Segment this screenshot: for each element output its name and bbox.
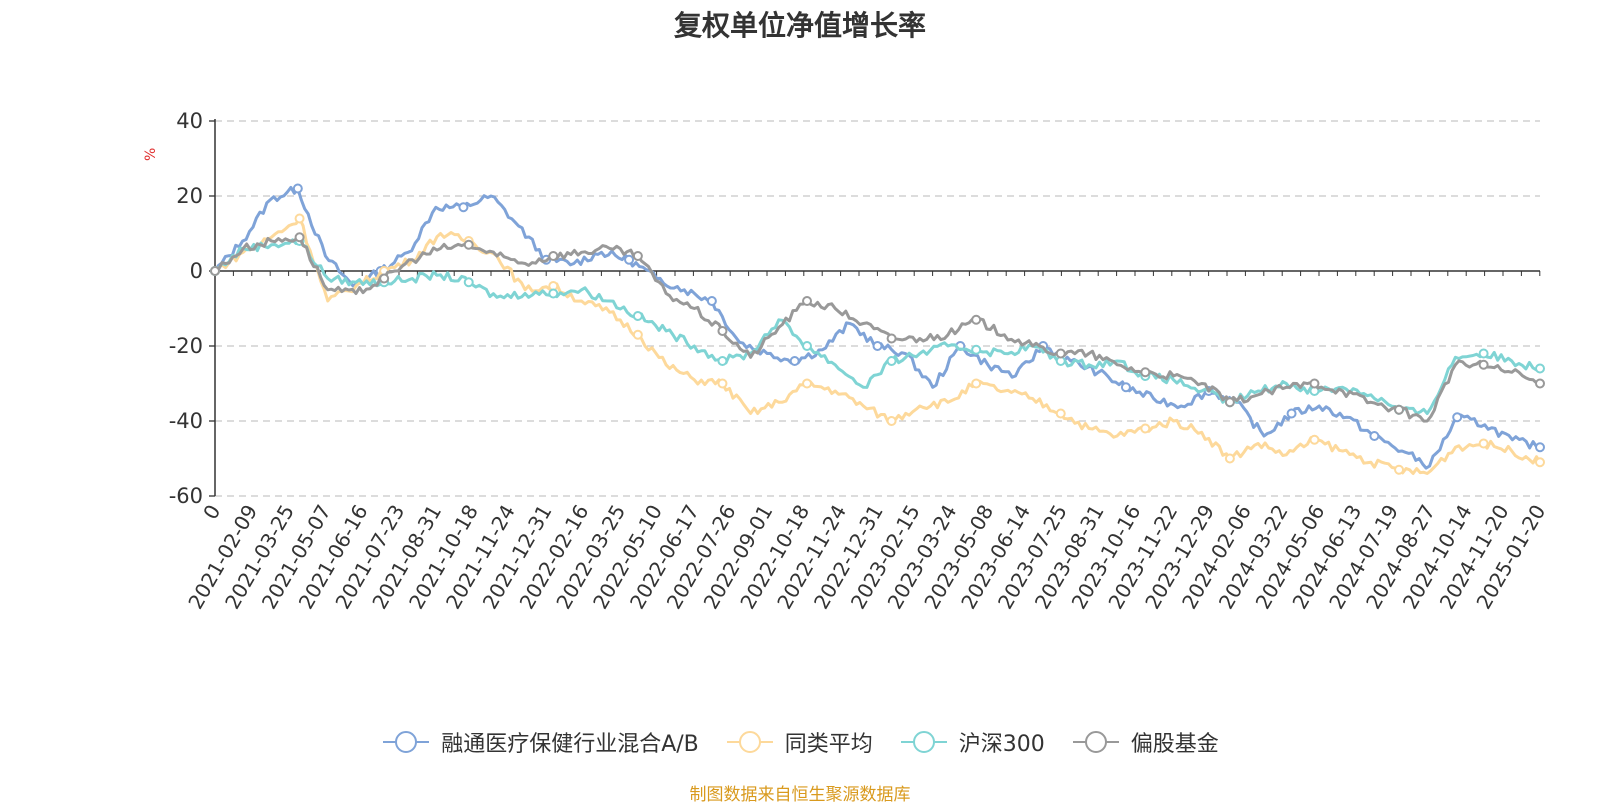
data-point: [294, 232, 305, 243]
data-point: [802, 378, 813, 389]
data-point: [1224, 397, 1235, 408]
source-note: 制图数据来自恒生聚源数据库: [689, 785, 911, 805]
data-point: [872, 341, 883, 351]
legend-label: 偏股基金: [1130, 732, 1219, 757]
data-point: [548, 288, 559, 299]
y-tick-label: -40: [169, 409, 203, 433]
data-point: [717, 326, 728, 336]
data-point: [624, 254, 635, 265]
data-point: [548, 251, 559, 261]
data-point: [886, 356, 897, 366]
series-line: [214, 238, 1541, 415]
data-point: [1286, 408, 1297, 419]
y-axis-unit: %: [143, 148, 159, 161]
data-point: [632, 311, 643, 321]
data-point: [632, 251, 643, 261]
data-point: [1535, 363, 1545, 374]
data-point: [802, 296, 813, 306]
legend-label: 融通医疗保健行业混合A/B: [441, 732, 699, 757]
data-point: [1120, 382, 1131, 393]
legend-swatch-icon: [900, 731, 947, 753]
data-point: [1478, 348, 1489, 359]
series-line: [214, 235, 1541, 423]
y-tick-label: 40: [176, 109, 203, 133]
data-point: [802, 341, 813, 351]
data-point: [458, 202, 469, 213]
data-point: [886, 416, 897, 426]
data-point: [971, 314, 982, 325]
data-point: [1140, 367, 1151, 378]
data-point: [1055, 348, 1066, 359]
legend-swatch-icon: [726, 731, 773, 753]
data-point: [1535, 457, 1545, 468]
y-tick-label: 20: [176, 184, 203, 208]
legend-label: 沪深300: [958, 732, 1045, 757]
data-point: [1224, 453, 1235, 464]
y-tick-label: -60: [169, 484, 203, 508]
data-point: [463, 277, 474, 288]
data-point: [717, 378, 728, 389]
x-tick-label: 0: [198, 501, 225, 524]
data-point: [789, 356, 800, 366]
data-point: [1055, 408, 1066, 419]
y-tick-label: -20: [169, 334, 203, 358]
legend-item[interactable]: 同类平均: [725, 726, 873, 758]
data-point: [1535, 442, 1545, 453]
y-tick-label: 0: [190, 259, 203, 283]
data-point: [886, 333, 897, 344]
legend-item[interactable]: 融通医疗保健行业混合A/B: [381, 726, 699, 758]
data-point: [294, 213, 305, 224]
data-point: [1140, 423, 1151, 434]
data-point: [971, 378, 982, 389]
data-point: [1452, 412, 1463, 423]
data-point: [706, 296, 717, 306]
data-point: [1478, 359, 1489, 370]
data-point: [1309, 378, 1320, 389]
data-point: [1369, 431, 1380, 441]
legend-item[interactable]: 偏股基金: [1071, 726, 1219, 758]
data-point: [1394, 404, 1405, 415]
data-point: [292, 183, 303, 194]
legend: 融通医疗保健行业混合A/B 同类平均 沪深300 偏股基金: [0, 726, 1600, 758]
data-point: [1309, 434, 1320, 445]
data-point: [632, 329, 643, 340]
chart-title: 复权单位净值增长率: [673, 9, 926, 42]
data-point: [717, 356, 728, 366]
data-point: [971, 344, 982, 355]
data-point: [210, 266, 220, 276]
data-point: [463, 239, 474, 250]
data-point: [379, 273, 390, 284]
legend-item[interactable]: 沪深300: [899, 726, 1045, 758]
legend-label: 同类平均: [784, 732, 873, 757]
data-point: [1535, 378, 1545, 389]
data-point: [1394, 464, 1405, 475]
legend-swatch-icon: [1072, 731, 1119, 753]
legend-swatch-icon: [383, 731, 430, 753]
data-point: [1478, 438, 1489, 449]
